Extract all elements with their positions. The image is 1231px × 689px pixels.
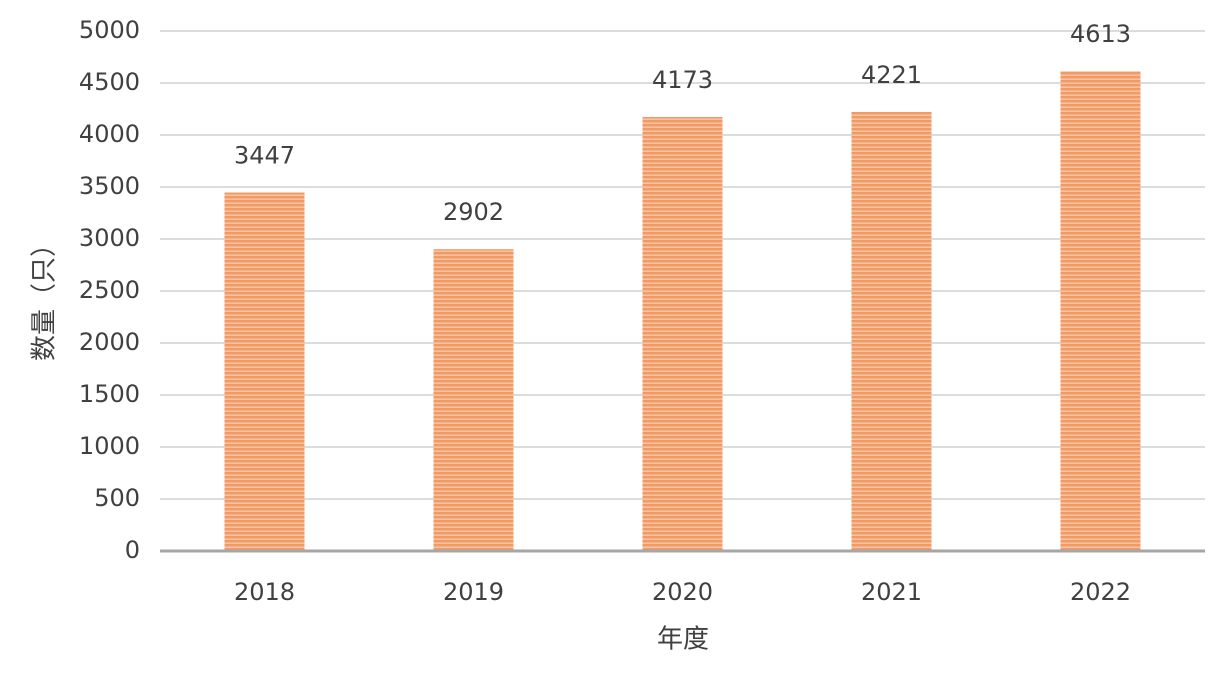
x-tick-label: 2018 [234, 578, 295, 606]
y-tick-label: 4500 [79, 68, 140, 96]
bar [224, 192, 305, 551]
y-tick-label: 1500 [79, 380, 140, 408]
x-tick-label: 2020 [652, 578, 713, 606]
bar [1060, 71, 1141, 552]
y-tick-label: 1000 [79, 432, 140, 460]
value-label: 3447 [234, 142, 295, 170]
bar [433, 249, 514, 551]
y-axis-title: 数量（只） [30, 231, 60, 361]
value-label: 4173 [652, 66, 713, 94]
y-tick-label: 3500 [79, 172, 140, 200]
bar [642, 117, 723, 552]
x-tick-label: 2019 [443, 578, 504, 606]
x-tick-label: 2022 [1070, 578, 1131, 606]
y-tick-label: 4000 [79, 120, 140, 148]
y-tick-label: 2000 [79, 328, 140, 356]
x-axis-title: 年度 [657, 625, 709, 655]
bar [851, 112, 932, 552]
y-tick-label: 500 [94, 484, 140, 512]
y-tick-label: 3000 [79, 224, 140, 252]
y-tick-label: 0 [125, 536, 140, 564]
x-tick-label: 2021 [861, 578, 922, 606]
value-label: 2902 [443, 198, 504, 226]
value-label: 4221 [861, 61, 922, 89]
y-tick-label: 2500 [79, 276, 140, 304]
y-tick-label: 5000 [79, 16, 140, 44]
value-label: 4613 [1070, 20, 1131, 48]
